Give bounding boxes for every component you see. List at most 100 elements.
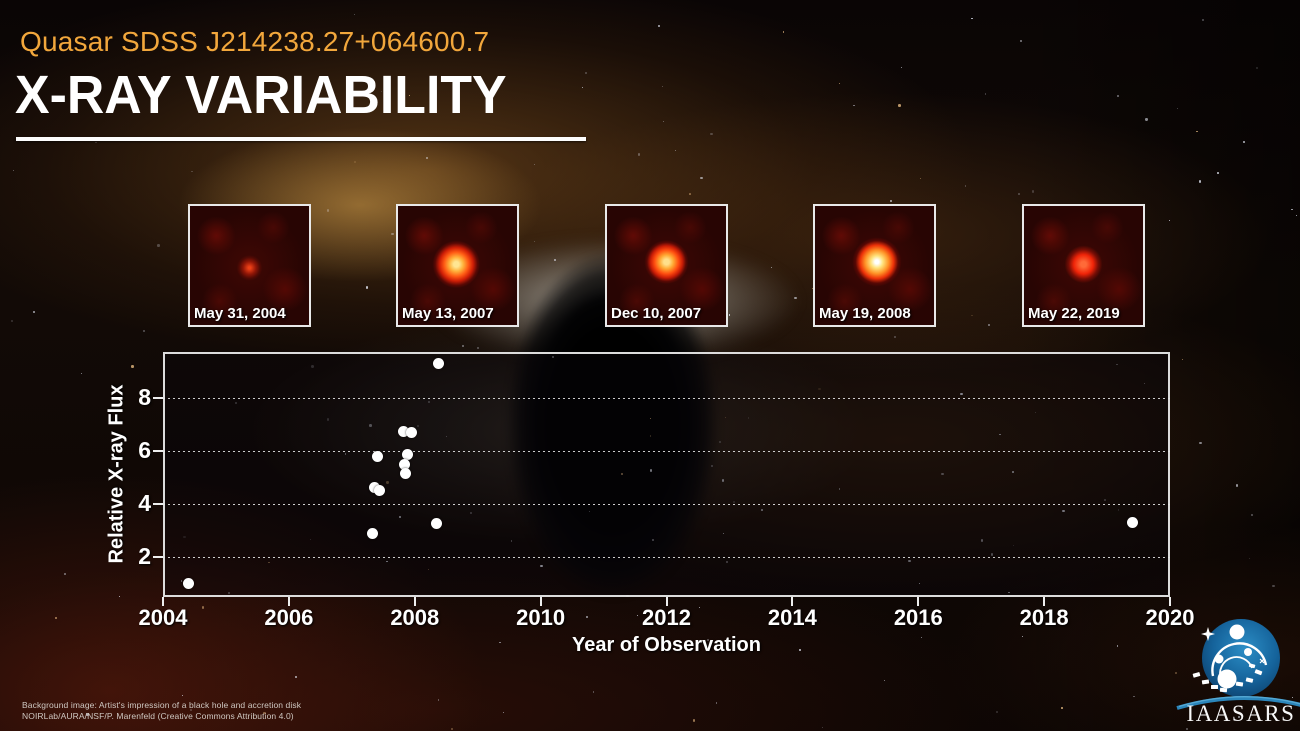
star (118, 596, 121, 598)
data-point (400, 468, 412, 480)
star (889, 199, 893, 203)
star (761, 509, 764, 511)
star (1116, 644, 1119, 647)
star (662, 120, 665, 123)
star (898, 104, 901, 107)
star (649, 469, 653, 472)
star (552, 355, 555, 358)
y-axis-title: Relative X-ray Flux (105, 384, 128, 564)
star (698, 606, 700, 608)
x-tick-label: 2006 (264, 605, 314, 630)
star (592, 691, 595, 693)
star (64, 573, 66, 576)
data-point (401, 448, 413, 460)
x-tick-mark (917, 597, 920, 606)
iaasars-emblem-art (1176, 619, 1300, 710)
star (1242, 140, 1246, 144)
star (1255, 67, 1258, 70)
x-tick-mark (162, 597, 164, 606)
star (728, 314, 731, 316)
star (1237, 716, 1240, 719)
star (1291, 696, 1293, 698)
star (499, 642, 501, 644)
star (818, 387, 821, 391)
x-tick-label: 2004 (138, 605, 188, 630)
star (1250, 513, 1253, 517)
star (709, 132, 713, 136)
star (54, 617, 58, 620)
star (295, 94, 298, 98)
star (987, 323, 991, 327)
star (157, 244, 160, 247)
star (11, 319, 14, 322)
star (707, 639, 709, 641)
xray-image-panel-2008: May 19, 2008 (813, 204, 936, 327)
star (1061, 707, 1063, 709)
star (445, 435, 448, 438)
star (919, 582, 921, 584)
star (822, 727, 824, 729)
star (1185, 728, 1188, 731)
star (584, 71, 588, 75)
star (502, 711, 504, 714)
gridline (163, 503, 1170, 505)
x-axis-title: Year of Observation (572, 634, 761, 656)
star (637, 153, 641, 156)
star (1117, 509, 1120, 511)
sparkle-star-icon (1201, 627, 1215, 641)
star (114, 422, 117, 424)
x-tick-label: 2016 (893, 605, 943, 630)
star (1062, 509, 1065, 513)
star (425, 157, 428, 160)
x-tick-mark (1043, 597, 1046, 606)
star (182, 694, 184, 696)
star (365, 286, 368, 289)
star (620, 472, 624, 476)
x-tick-mark (665, 597, 668, 606)
logo-wordmark: IAASARS (1186, 701, 1296, 726)
data-point (432, 358, 444, 370)
panel-date-label: May 22, 2019 (1028, 305, 1120, 322)
star (721, 479, 725, 482)
star (326, 209, 330, 212)
star (1011, 470, 1014, 473)
star (964, 185, 967, 187)
x-tick-label: 2020 (1145, 605, 1195, 630)
y-tick-mark (153, 397, 163, 400)
star (1199, 180, 1202, 183)
star (309, 538, 312, 541)
star (980, 539, 984, 542)
x-tick-label: 2018 (1019, 605, 1069, 630)
star (1199, 441, 1202, 445)
quasar-name: Quasar SDSS J214238.27+064600.7 (20, 26, 490, 57)
star (380, 90, 382, 92)
star (354, 160, 357, 163)
star (908, 559, 911, 563)
iaasars-logo: IAASARS (1175, 616, 1300, 731)
star (941, 472, 944, 476)
star (539, 564, 543, 568)
star (228, 591, 231, 595)
data-point (374, 484, 385, 496)
star (533, 164, 536, 166)
y-tick-label: 4 (138, 490, 151, 517)
star (90, 102, 93, 105)
star (883, 680, 885, 682)
star (657, 25, 661, 28)
star (183, 535, 186, 539)
star (133, 48, 136, 51)
star (408, 94, 411, 97)
star (428, 568, 430, 570)
star (353, 14, 356, 16)
star (344, 453, 346, 455)
star (770, 266, 773, 269)
star (80, 372, 82, 374)
xray-source-blob (398, 206, 517, 325)
star (733, 501, 735, 503)
star (1034, 411, 1037, 414)
data-point (431, 518, 443, 530)
star (1235, 484, 1239, 487)
star (1177, 107, 1179, 110)
star (311, 365, 314, 369)
